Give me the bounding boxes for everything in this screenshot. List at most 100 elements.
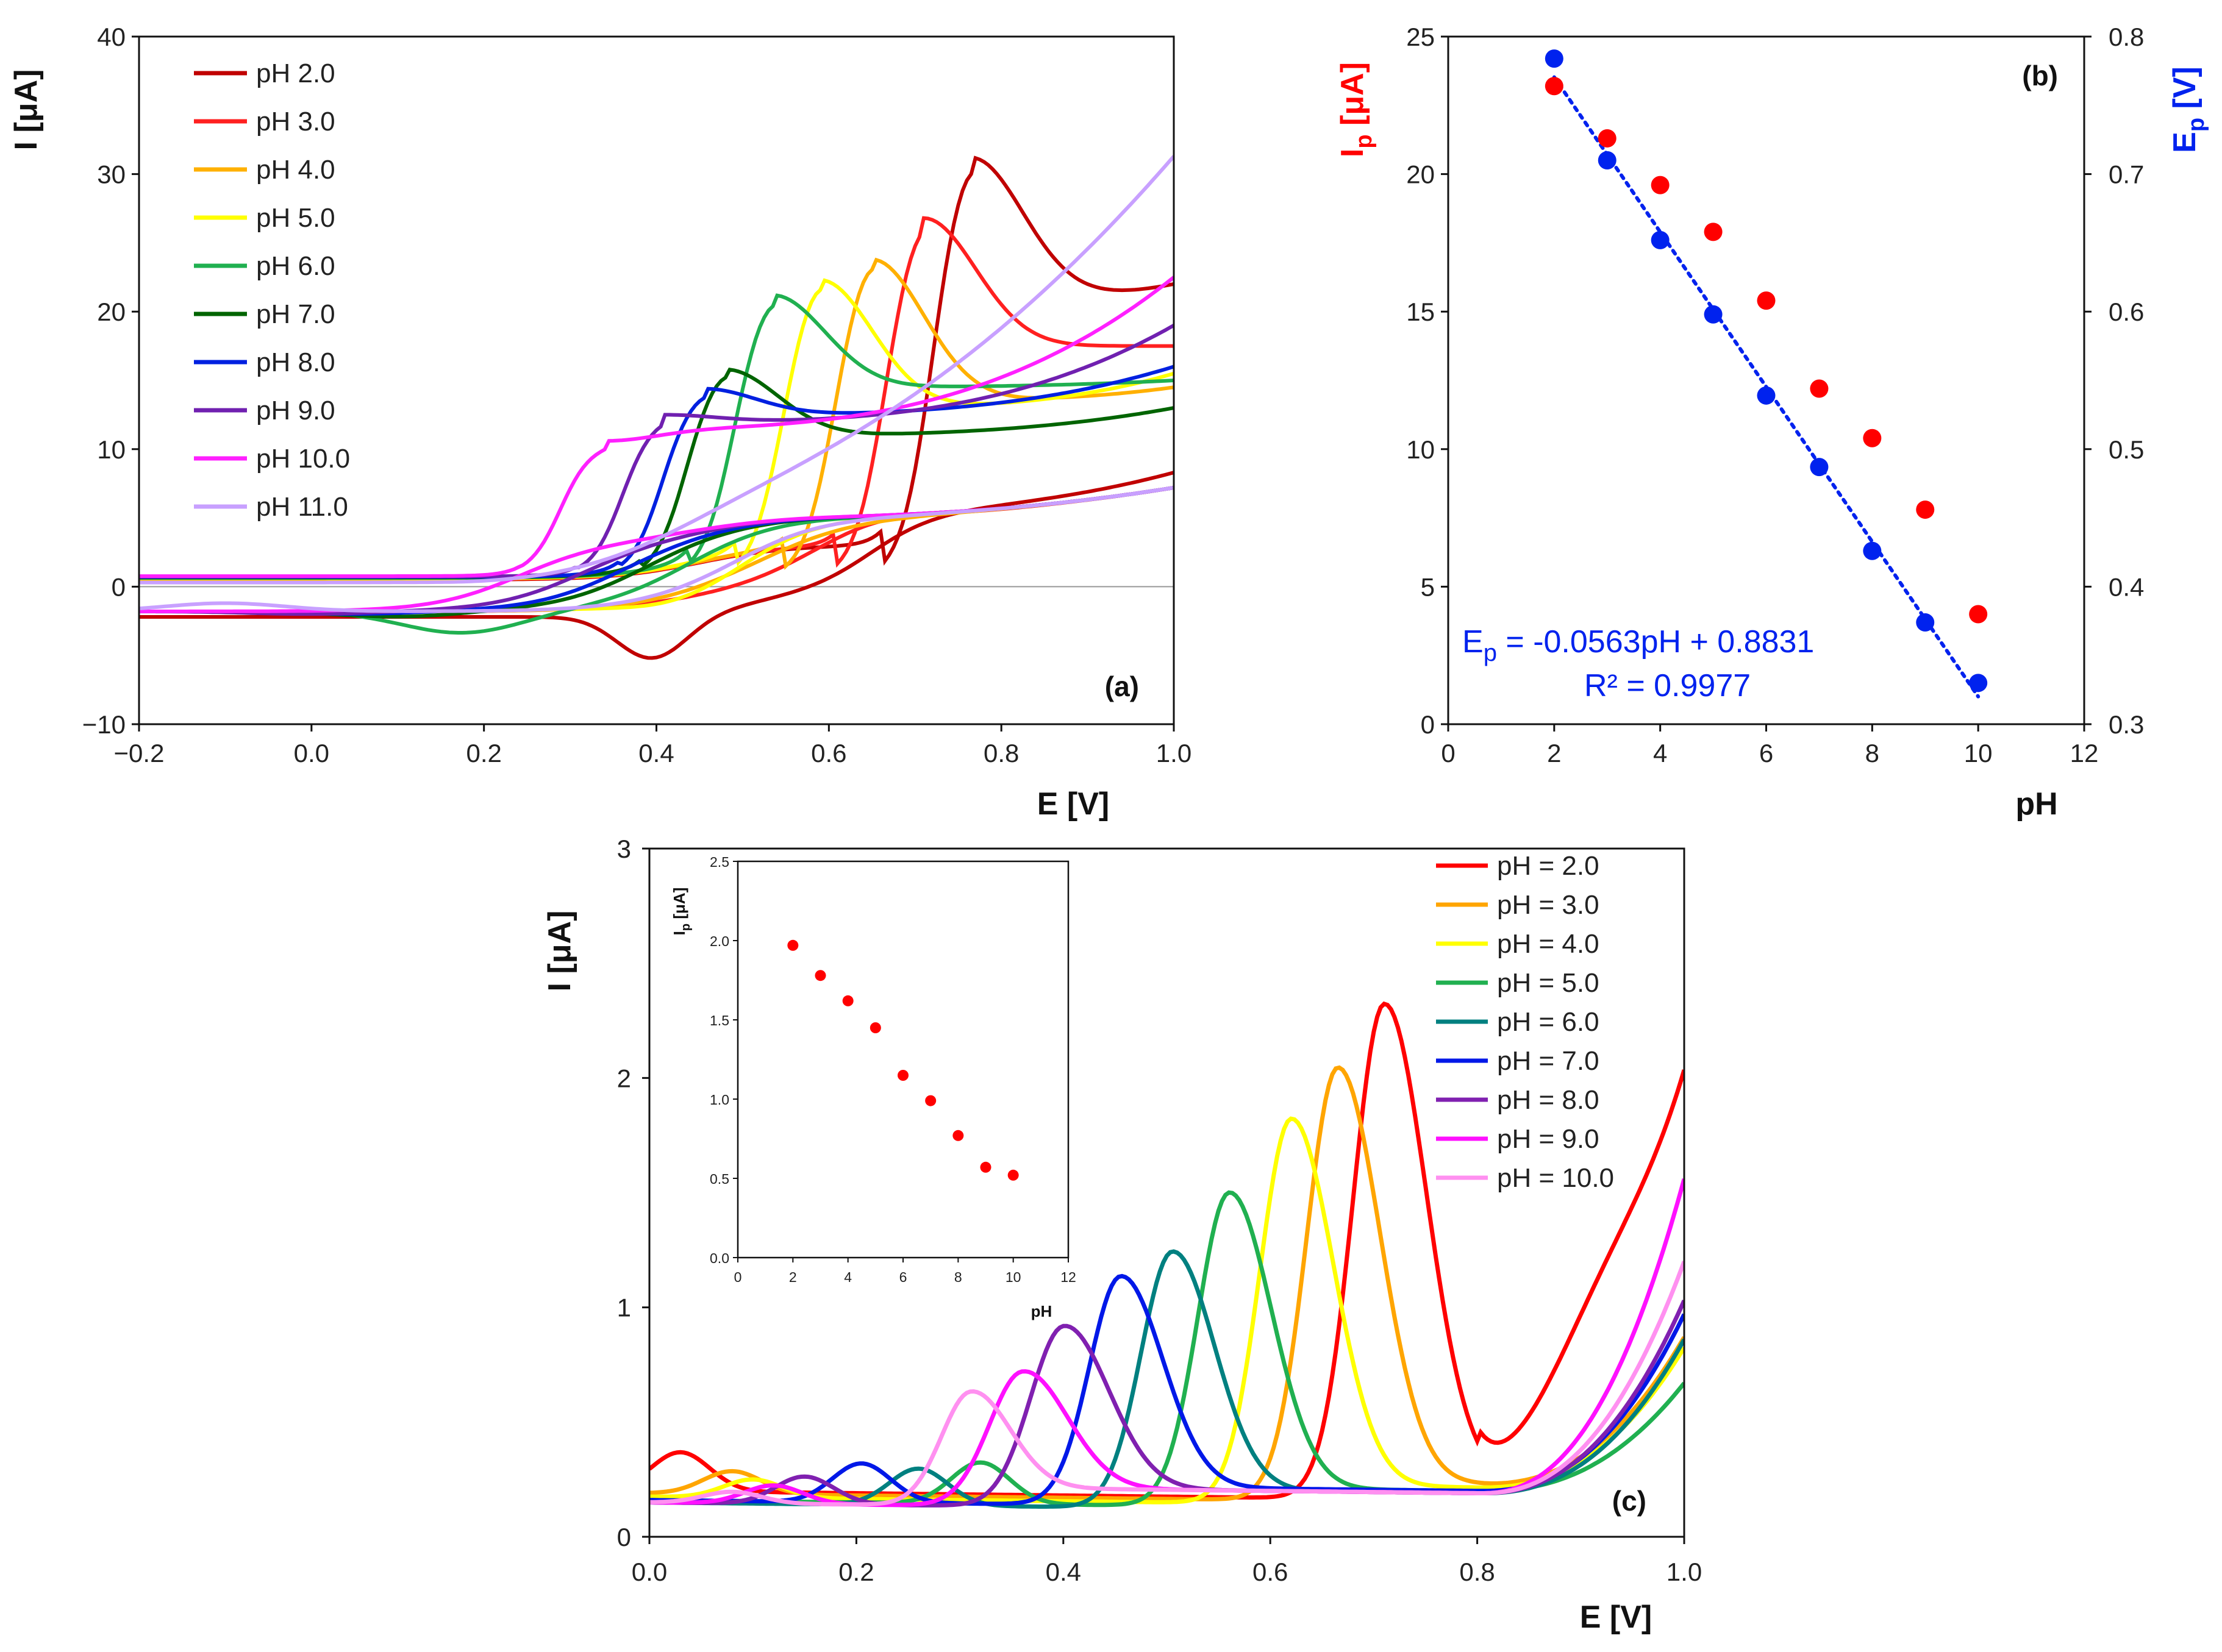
panel-c-legend-label: pH = 8.0 xyxy=(1497,1085,1599,1115)
panel-b-equation-line1: Ep = -0.0563pH + 0.8831 xyxy=(1462,624,1814,666)
inset-ytick-label: 2.5 xyxy=(710,854,729,870)
panel-a-legend-label: pH 8.0 xyxy=(256,347,335,377)
panel-b-xtick-label: 12 xyxy=(2070,739,2099,767)
panel-a-legend-label: pH 9.0 xyxy=(256,396,335,425)
inset-point-ip xyxy=(842,995,854,1006)
panel-b-ylabel-right-main: E xyxy=(2167,132,2202,153)
panel-c-legend-label: pH = 2.0 xyxy=(1497,851,1599,881)
panel-c-xtick-label: 0.2 xyxy=(838,1558,874,1586)
panel-c-xtick-label: 1.0 xyxy=(1666,1558,1702,1586)
inset-point-ip xyxy=(952,1130,964,1141)
panel-b-point-ep xyxy=(1810,458,1829,477)
dpv-curve-pH---3-0 xyxy=(649,1065,1684,1501)
inset-ylabel-unit: [μA] xyxy=(670,888,688,924)
panel-a-tag: (a) xyxy=(1105,671,1139,702)
panel-c-xtick-label: 0.0 xyxy=(632,1558,667,1586)
inset-xtick-label: 6 xyxy=(899,1269,907,1285)
panel-b-point-ip xyxy=(1545,77,1563,96)
panel-c-ylabel: I [μA] xyxy=(542,911,577,992)
panel-b-point-ip xyxy=(1598,129,1616,148)
inset-ytick-label: 0.5 xyxy=(710,1171,729,1187)
panel-c-legend-label: pH = 5.0 xyxy=(1497,968,1599,998)
panel-b-tag: (b) xyxy=(2022,60,2058,91)
panel-c-tag: (c) xyxy=(1612,1485,1646,1517)
dpv-curve-pH---10-0 xyxy=(649,1261,1684,1507)
panel-b-ylabel-left: Ip [μA] xyxy=(1335,62,1377,157)
panel-c-legend-label: pH = 7.0 xyxy=(1497,1046,1599,1076)
panel-b-xlabel: pH xyxy=(2015,786,2057,822)
panel-b-point-ep xyxy=(1916,613,1935,632)
panel-b-ytick-left-label: 10 xyxy=(1406,435,1435,464)
inset-xtick-label: 2 xyxy=(789,1269,797,1285)
panel-c-xtick-label: 0.6 xyxy=(1252,1558,1288,1586)
inset-ytick-label: 0.0 xyxy=(710,1250,729,1266)
panel-a-ytick-label: −10 xyxy=(82,710,126,739)
panel-a-ytick-label: 0 xyxy=(112,572,126,601)
panel-b-equation-rest: = -0.0563pH + 0.8831 xyxy=(1497,624,1814,660)
panel-b-ytick-right-label: 0.6 xyxy=(2109,297,2144,326)
inset-xtick-label: 12 xyxy=(1060,1269,1076,1285)
panel-b-xtick-label: 2 xyxy=(1547,739,1561,767)
panel-a-legend-label: pH 3.0 xyxy=(256,107,335,137)
panel-b-ytick-right-label: 0.5 xyxy=(2109,435,2144,464)
inset-xtick-label: 10 xyxy=(1006,1269,1021,1285)
panel-b-xtick-label: 8 xyxy=(1865,739,1879,767)
panel-a-xlabel: E [V] xyxy=(1037,786,1109,822)
panel-b-point-ip xyxy=(1863,429,1882,447)
panel-a-cyclic-voltammograms: −10 0 10 20 30 40 −0.2 0.0 0.2 0.4 0.6 0.8 1.0 E [V] I… xyxy=(9,23,1191,822)
dpv-curve-pH---4-0 xyxy=(649,1116,1684,1504)
panel-b-equation-sub: p xyxy=(1484,639,1497,666)
panel-a-legend-label: pH 4.0 xyxy=(256,155,335,185)
panel-b-ylabel-right-unit: [V] xyxy=(2167,66,2202,118)
panel-c-curves xyxy=(649,1001,1684,1509)
panel-b-ylabel-left-main: I xyxy=(1335,149,1370,157)
panel-a-xtick-label: 0.8 xyxy=(984,739,1019,767)
panel-b-ytick-right-label: 0.8 xyxy=(2109,23,2144,51)
panel-a-xtick-label: 1.0 xyxy=(1156,739,1191,767)
panel-b-point-ep xyxy=(1757,386,1776,405)
inset-ylabel-main: I xyxy=(670,931,688,935)
panel-b-point-ip xyxy=(1757,291,1776,310)
panel-c-legend-label: pH = 6.0 xyxy=(1497,1007,1599,1037)
panel-c-legend-label: pH = 10.0 xyxy=(1497,1163,1614,1193)
panel-a-xtick-label: 0.4 xyxy=(638,739,674,767)
panel-b-ylabel-left-sub: p xyxy=(1351,134,1377,148)
panel-b-ytick-left-label: 0 xyxy=(1421,710,1435,739)
inset-ylabel: Ip [μA] xyxy=(670,888,693,936)
panel-b-point-ip xyxy=(1704,223,1723,241)
panel-b-point-ip xyxy=(1916,500,1935,519)
inset-point-ip xyxy=(925,1095,937,1106)
panel-b-equation-line2: R² = 0.9977 xyxy=(1584,668,1751,703)
panel-b-point-ep xyxy=(1545,49,1563,68)
panel-a-xtick-label: 0.2 xyxy=(466,739,501,767)
panel-a-ytick-label: 10 xyxy=(97,435,126,464)
panel-a-ylabel: I [μA] xyxy=(9,69,44,151)
panel-b-point-ep xyxy=(1863,541,1882,560)
inset-point-ip xyxy=(815,970,826,981)
panel-b-ytick-right-label: 0.3 xyxy=(2109,710,2144,739)
inset-frame xyxy=(737,860,1070,1259)
panel-b-point-ep xyxy=(1969,674,1988,692)
panel-c-ytick-label: 3 xyxy=(617,835,631,863)
inset-point-ip xyxy=(787,939,799,951)
panel-c-legend-label: pH = 9.0 xyxy=(1497,1124,1599,1154)
panel-c-ytick-label: 0 xyxy=(617,1523,631,1551)
inset-xlabel: pH xyxy=(1031,1302,1052,1320)
cv-reverse-pH-2-0 xyxy=(139,471,1174,660)
inset-point-ip xyxy=(870,1022,881,1033)
inset-ytick-label: 1.0 xyxy=(710,1092,729,1108)
panel-c-xtick-label: 0.8 xyxy=(1459,1558,1495,1586)
panel-b-ylabel-left-unit: [μA] xyxy=(1335,62,1370,134)
panel-a-legend-label: pH 10.0 xyxy=(256,444,350,474)
panel-b-point-ip xyxy=(1969,605,1988,624)
panel-b-ytick-right-label: 0.7 xyxy=(2109,160,2144,189)
panel-a-legend-label: pH 11.0 xyxy=(256,492,348,522)
panel-c-ytick-label: 1 xyxy=(617,1294,631,1322)
panel-b-ytick-left-label: 25 xyxy=(1406,23,1435,51)
panel-b-ytick-right-label: 0.4 xyxy=(2109,572,2144,601)
panel-b-ytick-left-label: 20 xyxy=(1406,160,1435,189)
panel-c-xtick-label: 0.4 xyxy=(1046,1558,1081,1586)
panel-a-xtick-label: 0.0 xyxy=(294,739,329,767)
